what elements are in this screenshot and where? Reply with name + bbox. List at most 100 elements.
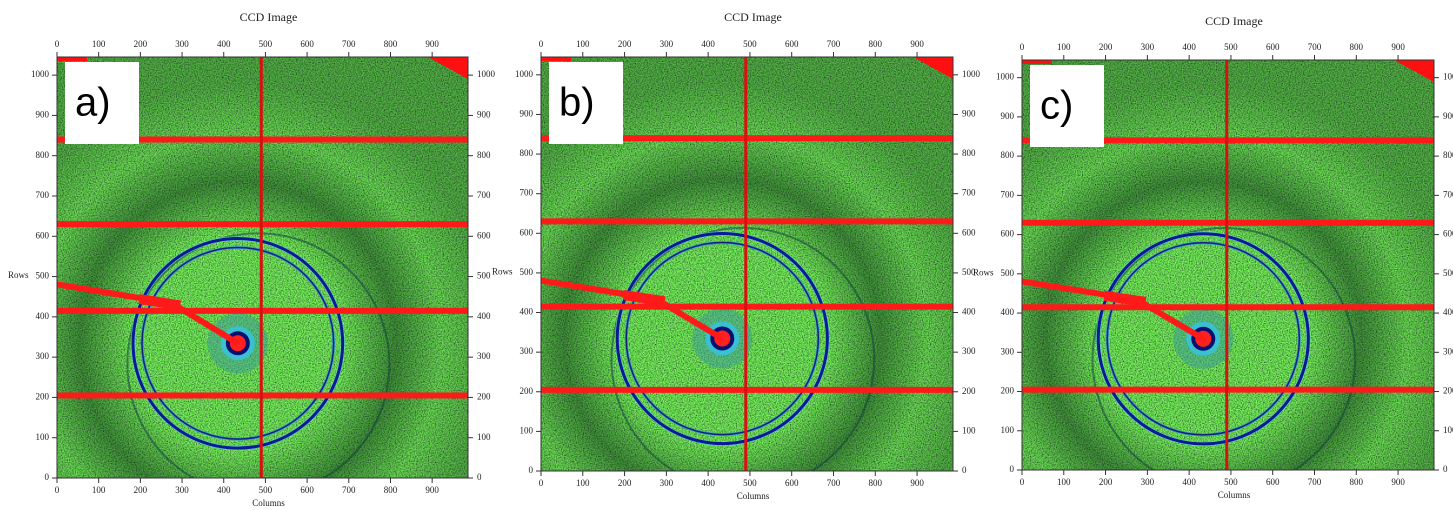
x-tick-label: 0 <box>539 39 544 49</box>
y-tick-label: 900 <box>962 109 976 119</box>
x-tick-label: 600 <box>300 39 314 49</box>
x-tick-label: 500 <box>259 39 273 49</box>
y-tick-label: 200 <box>520 386 534 396</box>
x-tick-label: 900 <box>1391 42 1405 52</box>
x-tick-label: 0 <box>1020 477 1025 487</box>
x-tick-label: 200 <box>134 485 148 495</box>
x-tick-label: 800 <box>384 485 398 495</box>
x-tick-label: 200 <box>618 39 632 49</box>
x-tick-label: 100 <box>92 485 106 495</box>
x-tick-label: 300 <box>1141 42 1155 52</box>
x-tick-label: 700 <box>342 39 356 49</box>
y-tick-label: 500 <box>477 271 491 281</box>
y-tick-label: 300 <box>962 346 976 356</box>
panel-title: CCD Image <box>724 10 782 24</box>
y-axis-label: Rows <box>8 270 29 280</box>
y-tick-label: 900 <box>520 109 534 119</box>
label-box <box>65 62 139 144</box>
y-tick-label: 600 <box>962 227 976 237</box>
x-tick-label: 900 <box>425 485 439 495</box>
y-tick-label: 800 <box>962 148 976 158</box>
y-tick-label: 200 <box>36 391 50 401</box>
y-tick-label: 500 <box>36 271 50 281</box>
frame <box>56 56 469 479</box>
y-tick-label: 200 <box>962 386 976 396</box>
y-tick-label: 300 <box>520 346 534 356</box>
panel-label: c) <box>1040 84 1073 128</box>
label-box <box>549 62 623 144</box>
panel-label: b) <box>559 81 595 125</box>
x-tick-label: 600 <box>300 485 314 495</box>
x-tick-label: 0 <box>55 485 60 495</box>
y-tick-label: 0 <box>477 472 482 482</box>
y-tick-label: 900 <box>1001 111 1015 121</box>
y-tick-label: 1000 <box>515 69 534 79</box>
y-tick-label: 400 <box>1443 307 1453 317</box>
x-axis-label: Columns <box>1218 490 1251 500</box>
x-tick-label: 100 <box>1057 42 1071 52</box>
corner-mark <box>428 57 468 79</box>
panel: CCD Imagec)00100100200200300300400400500… <box>973 14 1453 500</box>
y-tick-label: 400 <box>36 311 50 321</box>
y-tick-label: 200 <box>477 391 491 401</box>
x-tick-label: 0 <box>539 478 544 488</box>
y-tick-label: 400 <box>520 307 534 317</box>
y-tick-label: 100 <box>520 425 534 435</box>
x-tick-label: 200 <box>1099 42 1113 52</box>
x-tick-label: 700 <box>342 485 356 495</box>
ring-inner-core <box>625 241 820 436</box>
x-tick-label: 700 <box>827 478 841 488</box>
panel: CCD Imagea)00100100200200300300400400500… <box>8 10 496 508</box>
x-tick-label: 500 <box>743 39 757 49</box>
x-tick-label: 0 <box>1020 42 1025 52</box>
corner-mark-left <box>1022 60 1052 64</box>
label-box <box>1030 65 1104 147</box>
y-tick-label: 800 <box>36 150 50 160</box>
y-tick-label: 1000 <box>1443 72 1453 82</box>
y-tick-label: 500 <box>962 267 976 277</box>
x-axis-label: Columns <box>737 491 770 501</box>
frame <box>1021 59 1435 471</box>
y-tick-label: 1000 <box>477 69 496 79</box>
y-tick-label: 600 <box>520 227 534 237</box>
y-tick-label: 600 <box>36 230 50 240</box>
x-tick-label: 0 <box>55 39 60 49</box>
x-tick-label: 400 <box>217 39 231 49</box>
y-axis-label: Rows <box>973 267 994 277</box>
y-tick-label: 1000 <box>31 69 50 79</box>
y-tick-label: 300 <box>477 351 491 361</box>
x-tick-label: 700 <box>1308 477 1322 487</box>
x-tick-label: 500 <box>743 478 757 488</box>
corner-mark <box>1394 60 1434 82</box>
x-tick-label: 900 <box>1391 477 1405 487</box>
y-tick-label: 1000 <box>962 69 981 79</box>
y-tick-label: 600 <box>1001 229 1015 239</box>
x-tick-label: 600 <box>785 478 799 488</box>
faint-ring <box>126 232 391 478</box>
y-tick-label: 800 <box>1443 150 1453 160</box>
x-tick-label: 600 <box>785 39 799 49</box>
y-axis-label: Rows <box>492 266 513 276</box>
x-tick-label: 200 <box>134 39 148 49</box>
y-tick-label: 700 <box>1001 189 1015 199</box>
corner-mark-left <box>57 57 87 61</box>
panel-label: a) <box>75 81 111 125</box>
x-tick-label: 700 <box>1308 42 1322 52</box>
beam-arm-wide <box>1103 290 1147 307</box>
x-tick-label: 100 <box>576 478 590 488</box>
x-tick-label: 500 <box>1224 477 1238 487</box>
faint-ring <box>610 226 876 471</box>
frame <box>540 56 954 472</box>
y-tick-label: 0 <box>45 472 50 482</box>
x-tick-label: 100 <box>92 39 106 49</box>
x-tick-label: 100 <box>1057 477 1071 487</box>
y-tick-label: 900 <box>36 109 50 119</box>
y-tick-label: 400 <box>962 307 976 317</box>
y-tick-label: 800 <box>477 150 491 160</box>
y-tick-label: 100 <box>36 432 50 442</box>
ring-outer-core <box>1096 232 1310 446</box>
y-tick-label: 300 <box>36 351 50 361</box>
y-tick-label: 0 <box>529 465 534 475</box>
x-tick-label: 400 <box>1182 42 1196 52</box>
